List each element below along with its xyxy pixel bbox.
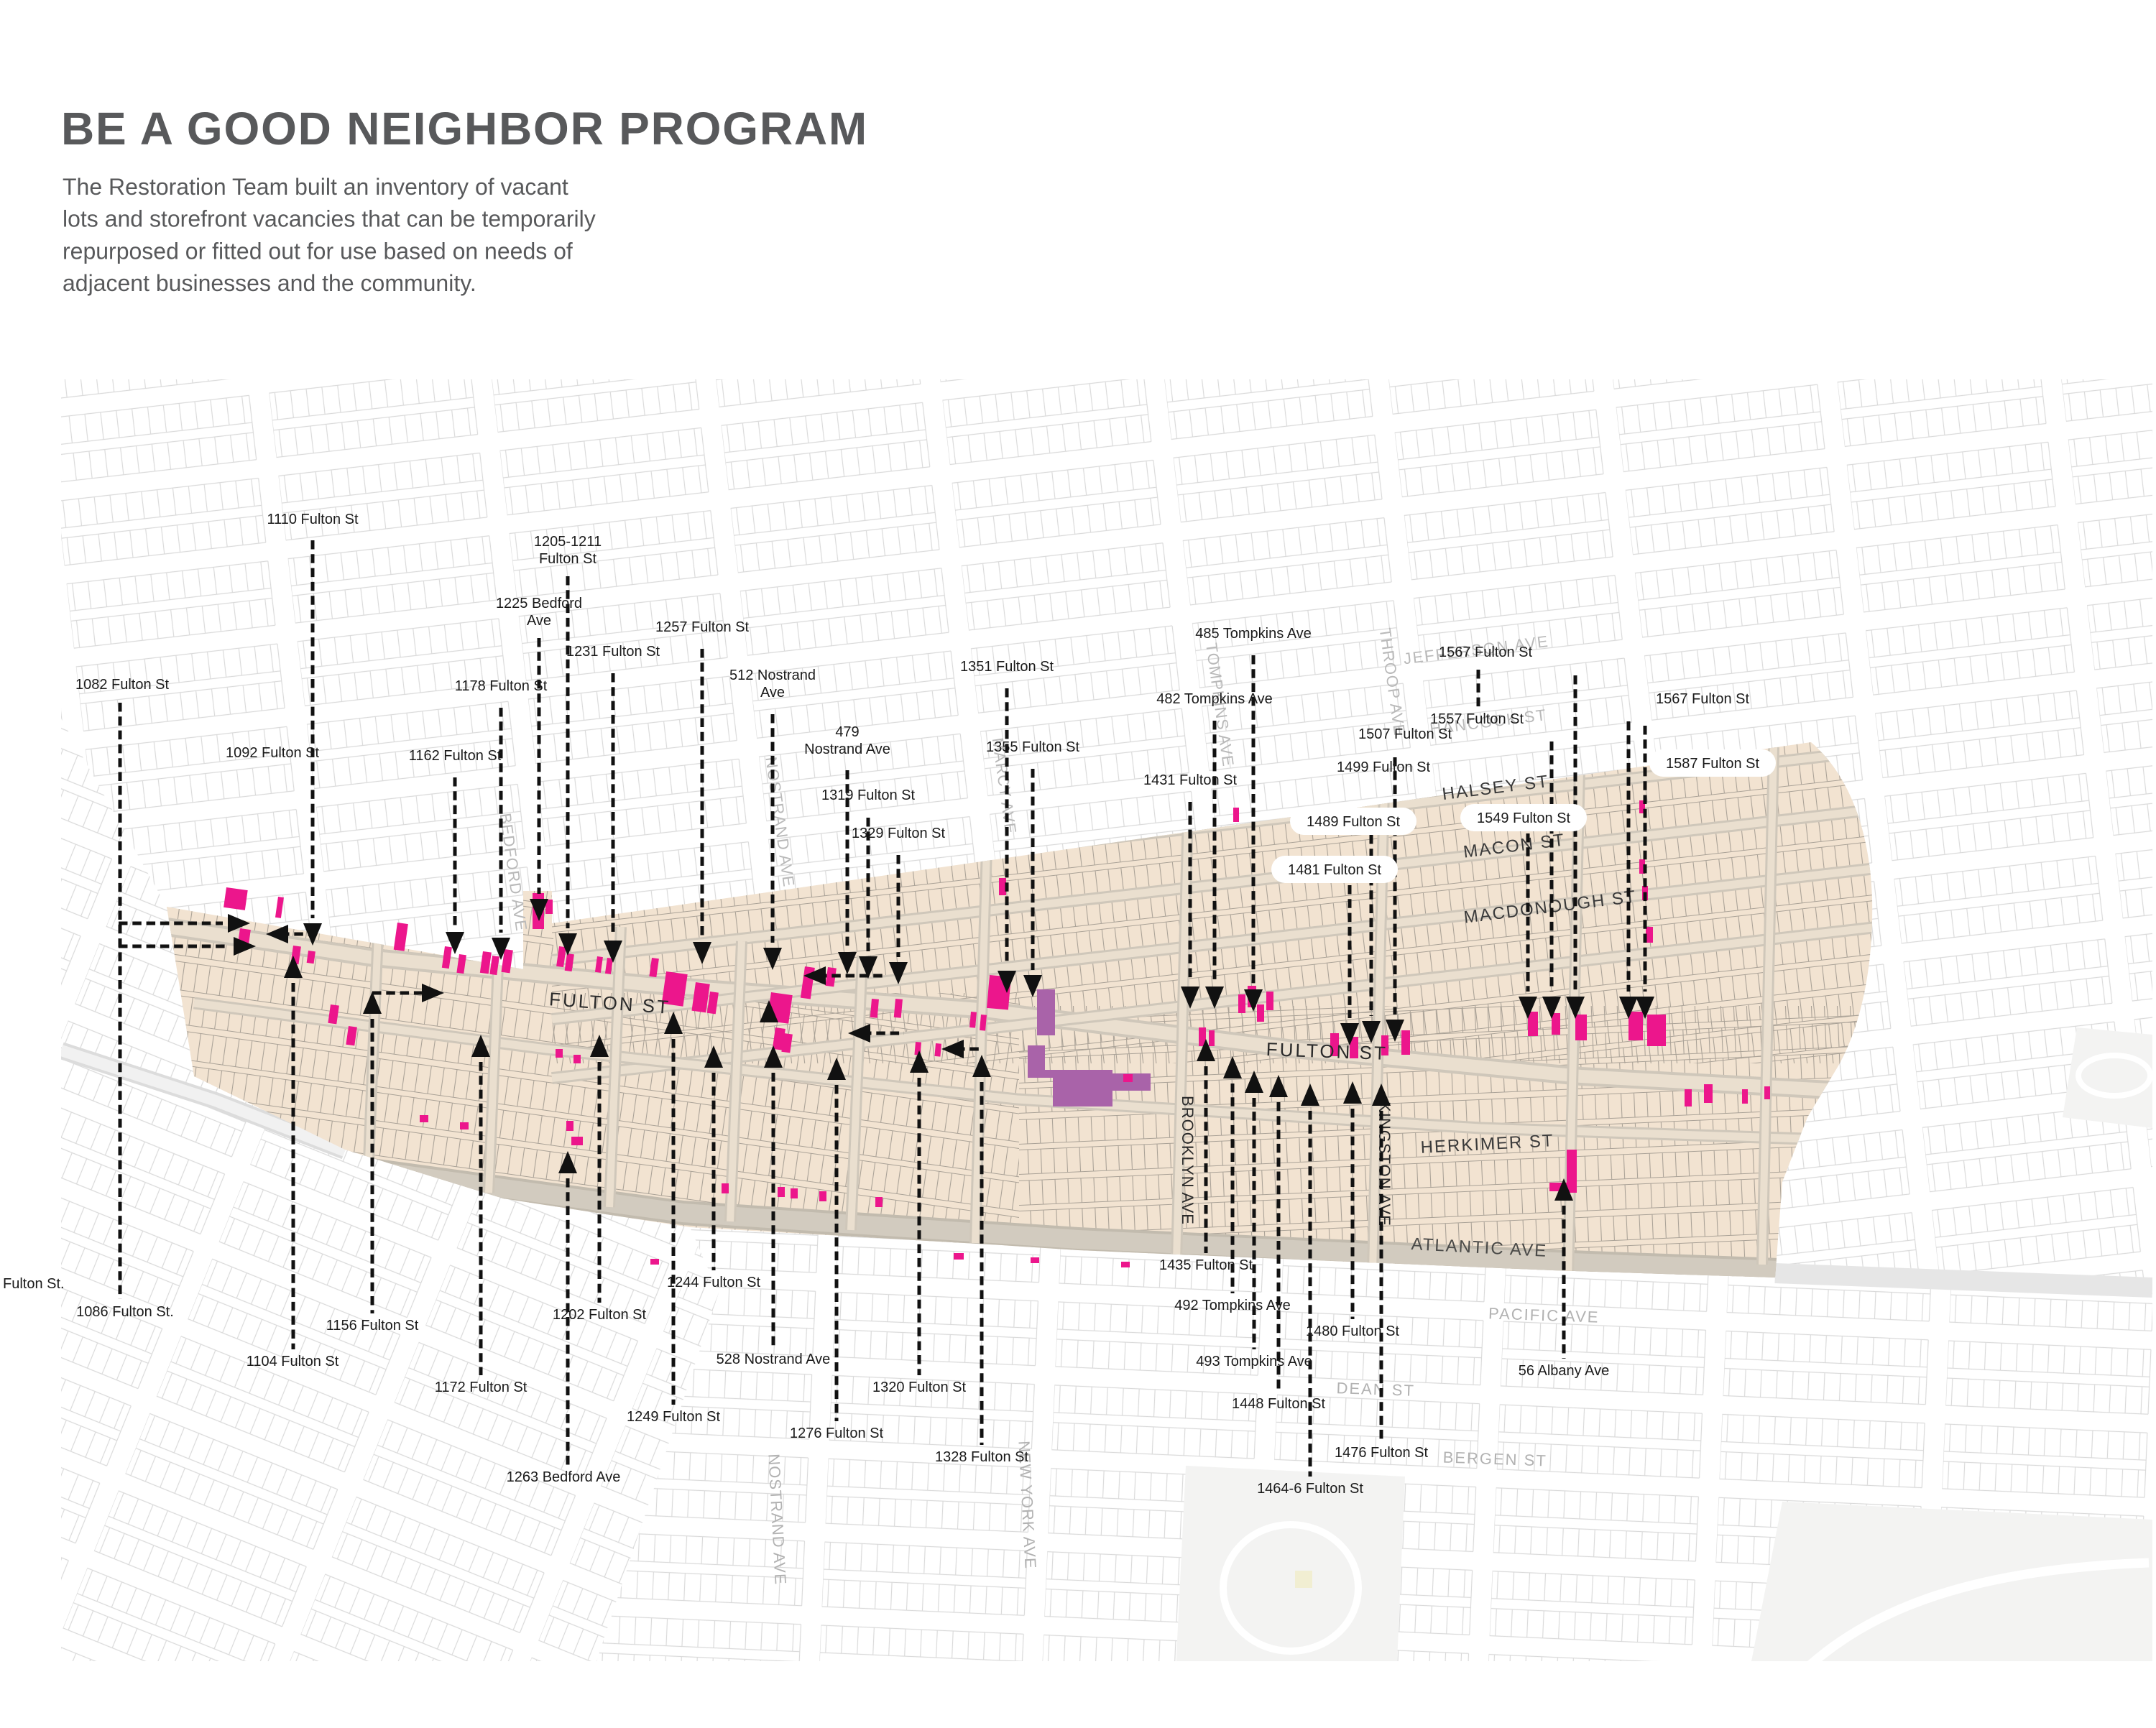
svg-text:Ave: Ave [760,685,785,701]
svg-text:1205-1211: 1205-1211 [534,534,602,550]
svg-text:482 Tompkins Ave: 482 Tompkins Ave [1156,691,1273,707]
svg-text:1499 Fulton St: 1499 Fulton St [1337,759,1431,775]
svg-text:1567 Fulton St: 1567 Fulton St [1656,691,1750,707]
svg-text:1567 Fulton St: 1567 Fulton St [1439,644,1533,660]
svg-text:528 Nostrand Ave: 528 Nostrand Ave [717,1352,831,1367]
svg-text:BE A GOOD NEIGHBOR PROGRAM: BE A GOOD NEIGHBOR PROGRAM [61,103,868,154]
svg-text:Ave: Ave [527,613,551,629]
svg-text:1557 Fulton St: 1557 Fulton St [1430,711,1524,727]
svg-text:1086 Fulton St.: 1086 Fulton St. [76,1304,174,1320]
svg-text:492 Tompkins Ave: 492 Tompkins Ave [1174,1298,1291,1313]
svg-text:KINGSTON AVE: KINGSTON AVE [1376,1101,1393,1226]
svg-text:493 Tompkins Ave: 493 Tompkins Ave [1196,1354,1312,1369]
svg-text:FULTON ST: FULTON ST [1266,1038,1388,1064]
svg-text:1549 Fulton St: 1549 Fulton St [1477,810,1571,826]
svg-text:DEAN ST: DEAN ST [1336,1379,1415,1400]
svg-text:512 Nostrand: 512 Nostrand [729,667,816,683]
svg-text:1257 Fulton St: 1257 Fulton St [655,619,750,635]
svg-text:1448 Fulton St: 1448 Fulton St [1232,1396,1326,1412]
svg-text:1178 Fulton St: 1178 Fulton St [455,678,548,694]
svg-text:The Restoration Team built an: The Restoration Team built an inventory … [63,174,568,200]
svg-text:1587 Fulton St: 1587 Fulton St [1666,756,1760,772]
svg-text:1320 Fulton St: 1320 Fulton St [872,1380,967,1395]
svg-text:1328 Fulton St: 1328 Fulton St [935,1449,1029,1465]
svg-text:1464-6 Fulton St: 1464-6 Fulton St [1257,1481,1363,1497]
svg-text:1480 Fulton St: 1480 Fulton St [1306,1323,1400,1339]
svg-text:Fulton St.: Fulton St. [3,1276,65,1292]
svg-text:1231 Fulton St: 1231 Fulton St [566,644,660,660]
svg-text:479: 479 [835,724,859,740]
svg-text:1276 Fulton St: 1276 Fulton St [790,1426,884,1441]
svg-text:1507 Fulton St: 1507 Fulton St [1358,726,1452,742]
svg-text:1082 Fulton St: 1082 Fulton St [75,677,170,693]
svg-text:1202 Fulton St: 1202 Fulton St [553,1307,647,1323]
svg-text:adjacent businesses and the co: adjacent businesses and the community. [63,270,476,296]
svg-text:1351 Fulton St: 1351 Fulton St [960,659,1054,675]
svg-text:1110 Fulton St: 1110 Fulton St [267,512,359,527]
svg-text:BROOKLYN AVE: BROOKLYN AVE [1179,1096,1197,1225]
svg-text:BERGEN ST: BERGEN ST [1442,1448,1547,1469]
svg-text:lots and storefront vacancies: lots and storefront vacancies that can b… [63,206,596,232]
svg-text:1435 Fulton St: 1435 Fulton St [1159,1257,1253,1273]
svg-text:1431 Fulton St: 1431 Fulton St [1143,772,1238,788]
svg-text:PACIFIC AVE: PACIFIC AVE [1488,1304,1600,1326]
svg-text:1092 Fulton St: 1092 Fulton St [226,745,320,761]
svg-text:1225 Bedford: 1225 Bedford [496,596,582,611]
svg-text:1489 Fulton St: 1489 Fulton St [1307,814,1401,830]
svg-text:485 Tompkins Ave: 485 Tompkins Ave [1195,626,1312,642]
svg-text:1319 Fulton St: 1319 Fulton St [821,787,916,803]
svg-text:1329 Fulton St: 1329 Fulton St [852,826,946,841]
svg-text:1244 Fulton St: 1244 Fulton St [667,1275,761,1290]
svg-text:1249 Fulton St: 1249 Fulton St [627,1409,721,1425]
svg-text:1156 Fulton St: 1156 Fulton St [326,1318,419,1334]
svg-text:repurposed or fitted out for u: repurposed or fitted out for use based o… [63,238,573,264]
svg-text:1162 Fulton St: 1162 Fulton St [409,748,502,764]
svg-text:1355 Fulton St: 1355 Fulton St [986,739,1080,755]
svg-text:56 Albany Ave: 56 Albany Ave [1519,1363,1609,1379]
svg-text:1172 Fulton St: 1172 Fulton St [435,1380,528,1395]
svg-text:Fulton St: Fulton St [539,551,596,567]
svg-text:1104 Fulton St: 1104 Fulton St [247,1354,339,1369]
svg-text:Nostrand Ave: Nostrand Ave [804,741,890,757]
svg-text:1263 Bedford Ave: 1263 Bedford Ave [507,1469,621,1485]
svg-text:1476 Fulton St: 1476 Fulton St [1335,1445,1429,1461]
svg-text:1481 Fulton St: 1481 Fulton St [1288,862,1382,878]
